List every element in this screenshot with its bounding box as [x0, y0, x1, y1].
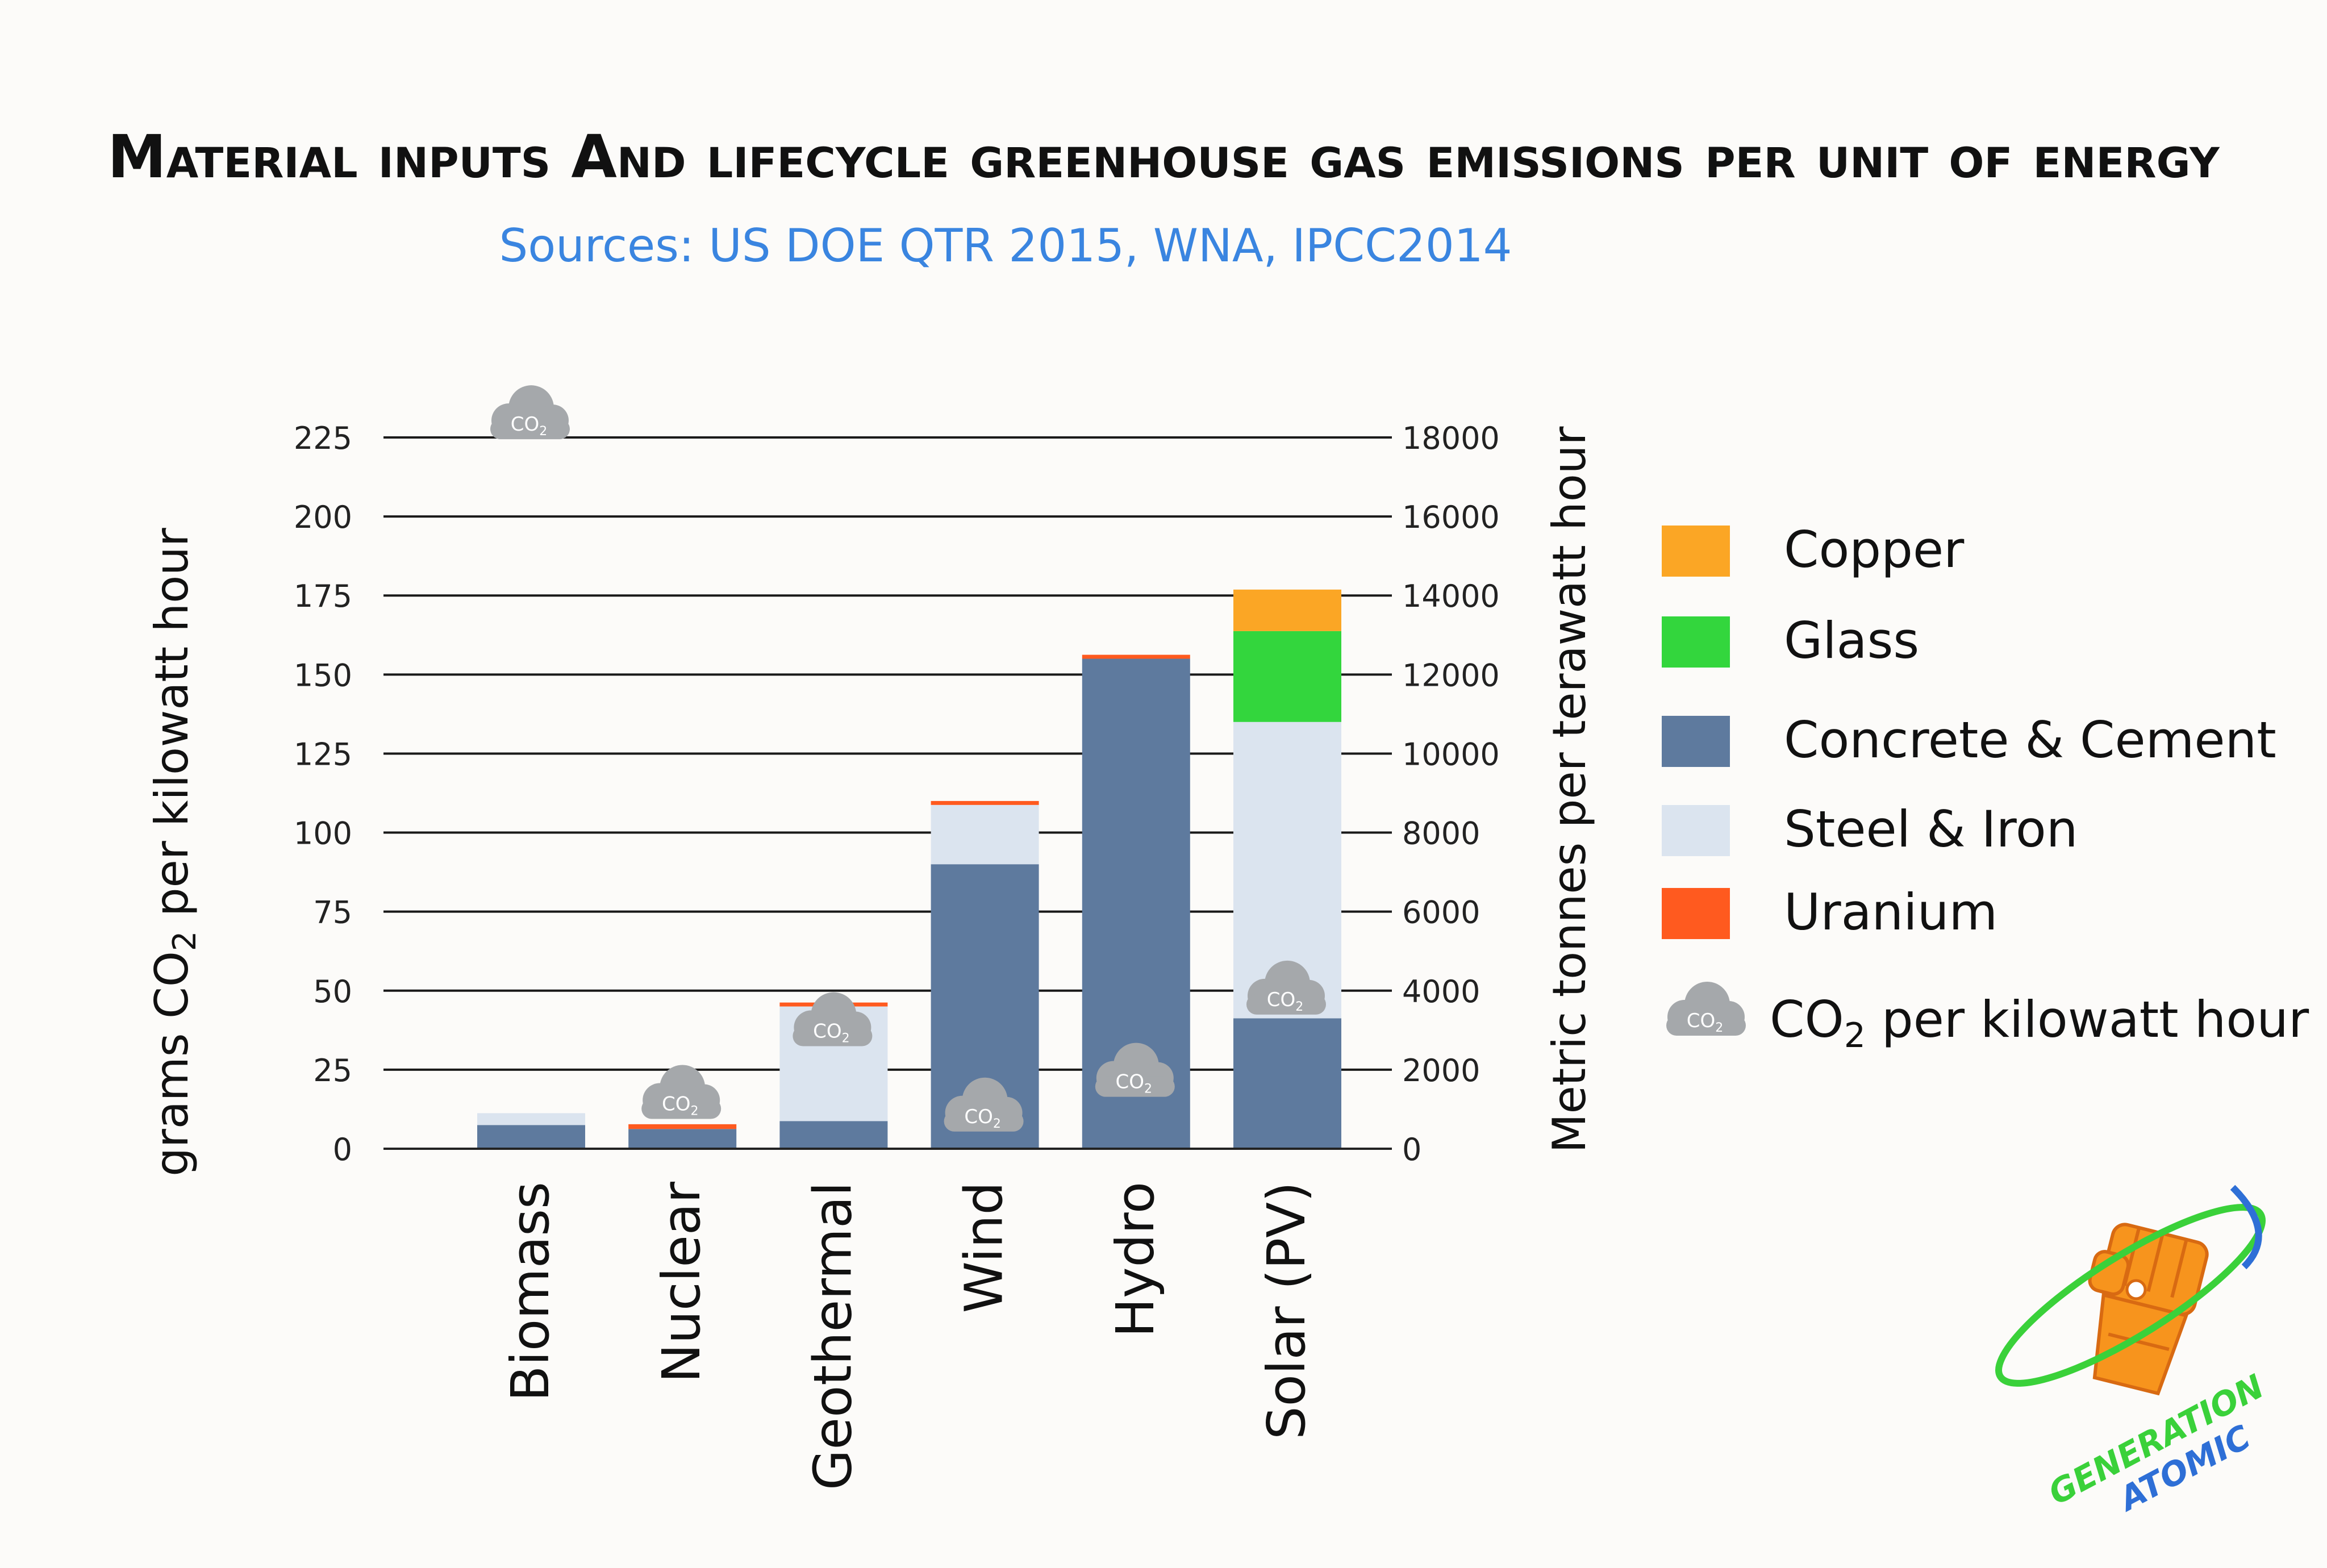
- generation-atomic-logo: GENERATION ATOMIC: [1995, 1185, 2270, 1519]
- left-axis-label-sub: 2: [166, 931, 203, 952]
- left-axis-ticks: 0 25 50 75 100 125 150 175 200 225: [294, 420, 352, 1167]
- right-tick-label: 6000: [1402, 895, 1480, 931]
- chart-subtitle: Sources: US DOE QTR 2015, WNA, IPCC2014: [499, 219, 1512, 272]
- left-tick-label: 75: [313, 895, 352, 931]
- legend-label-co2: CO2 per kilowatt hour: [1770, 990, 2309, 1056]
- legend-label: Copper: [1784, 520, 1965, 579]
- legend-swatch: [1662, 888, 1730, 939]
- atom-nucleus: [2125, 1279, 2147, 1300]
- legend-swatch: [1662, 805, 1730, 856]
- left-axis-label-prefix: grams CO: [145, 951, 198, 1177]
- right-tick-label: 0: [1402, 1132, 1421, 1167]
- left-tick-label: 175: [294, 578, 352, 614]
- category-label: Wind: [954, 1182, 1015, 1313]
- left-tick-label: 25: [313, 1053, 352, 1089]
- right-tick-label: 14000: [1402, 578, 1500, 614]
- co2-cloud-icon: CO2: [1246, 960, 1326, 1015]
- bar-segment-concrete-cement: [779, 1121, 888, 1149]
- legend-label: Concrete & Cement: [1784, 711, 2276, 769]
- right-tick-label: 18000: [1402, 420, 1500, 456]
- legend-label: Steel & Iron: [1784, 800, 2078, 858]
- category-label: Solar (PV): [1256, 1182, 1317, 1440]
- left-tick-label: 200: [294, 499, 352, 535]
- right-tick-label: 8000: [1402, 816, 1480, 852]
- legend-label: Glass: [1784, 611, 1919, 670]
- co2-cloud-icon: CO2: [1666, 982, 1746, 1036]
- gridlines: [383, 436, 1392, 1071]
- legend-swatch: [1662, 526, 1730, 577]
- bar-segment-steel-iron: [477, 1113, 585, 1125]
- co2-cloud-icon: CO2: [1095, 1042, 1175, 1097]
- right-tick-label: 2000: [1402, 1053, 1480, 1089]
- co2-cloud-icon: CO2: [793, 992, 873, 1046]
- bar-segment-uranium: [628, 1124, 737, 1129]
- right-tick-label: 12000: [1402, 657, 1500, 693]
- right-axis-ticks: 0 2000 4000 6000 8000 10000 12000 14000 16000 180…: [1402, 420, 1500, 1167]
- right-tick-label: 4000: [1402, 974, 1480, 1010]
- left-tick-label: 150: [294, 657, 352, 693]
- legend-label: Uranium: [1784, 883, 1997, 941]
- co2-markers: CO2 CO2 CO2 CO2 CO2 CO2: [490, 385, 1326, 1132]
- orbit-ring-green: [1995, 1204, 2266, 1387]
- bar-segment-concrete-cement: [628, 1129, 737, 1149]
- co2-cloud-icon: CO2: [641, 1065, 722, 1119]
- right-tick-label: 10000: [1402, 736, 1500, 772]
- left-tick-label: 225: [294, 420, 352, 456]
- legend-swatch: [1662, 716, 1730, 767]
- category-label: Biomass: [500, 1182, 561, 1402]
- legend-swatch: [1662, 616, 1730, 668]
- left-tick-label: 100: [294, 816, 352, 852]
- left-axis-label-suffix: per kilowatt hour: [145, 528, 198, 931]
- chart-title: Material inputs And lifecycle greenhouse…: [107, 122, 2220, 191]
- bar-segment-concrete-cement: [1233, 1018, 1341, 1149]
- left-tick-label: 50: [313, 974, 352, 1010]
- co2-cloud-icon: CO2: [944, 1077, 1024, 1132]
- left-axis-label: grams CO2 per kilowatt hour: [145, 528, 203, 1177]
- right-tick-label: 16000: [1402, 499, 1500, 535]
- category-label: Hydro: [1105, 1182, 1166, 1337]
- bar-segment-glass: [1233, 631, 1341, 722]
- left-tick-label: 125: [294, 736, 352, 772]
- orbit-ring-blue: [2230, 1185, 2262, 1270]
- left-tick-label: 0: [333, 1132, 352, 1167]
- category-label: Nuclear: [651, 1182, 712, 1383]
- bar-segment-concrete-cement: [477, 1125, 585, 1149]
- bar-segment-uranium: [931, 800, 1039, 805]
- bar-segment-copper: [1233, 589, 1341, 631]
- legend: Copper Glass Concrete & Cement Steel & Iron…: [1662, 520, 2309, 1056]
- co2-cloud-icon: CO2: [490, 385, 570, 440]
- right-axis-label: Metric tonnes per terawatt hour: [1543, 426, 1596, 1153]
- bar-segment-uranium: [1082, 654, 1190, 659]
- category-label: Geothermal: [802, 1182, 863, 1490]
- bar-segment-steel-iron: [931, 804, 1039, 865]
- category-labels: Biomass Nuclear Geothermal Wind Hydro Solar (…: [500, 1182, 1317, 1490]
